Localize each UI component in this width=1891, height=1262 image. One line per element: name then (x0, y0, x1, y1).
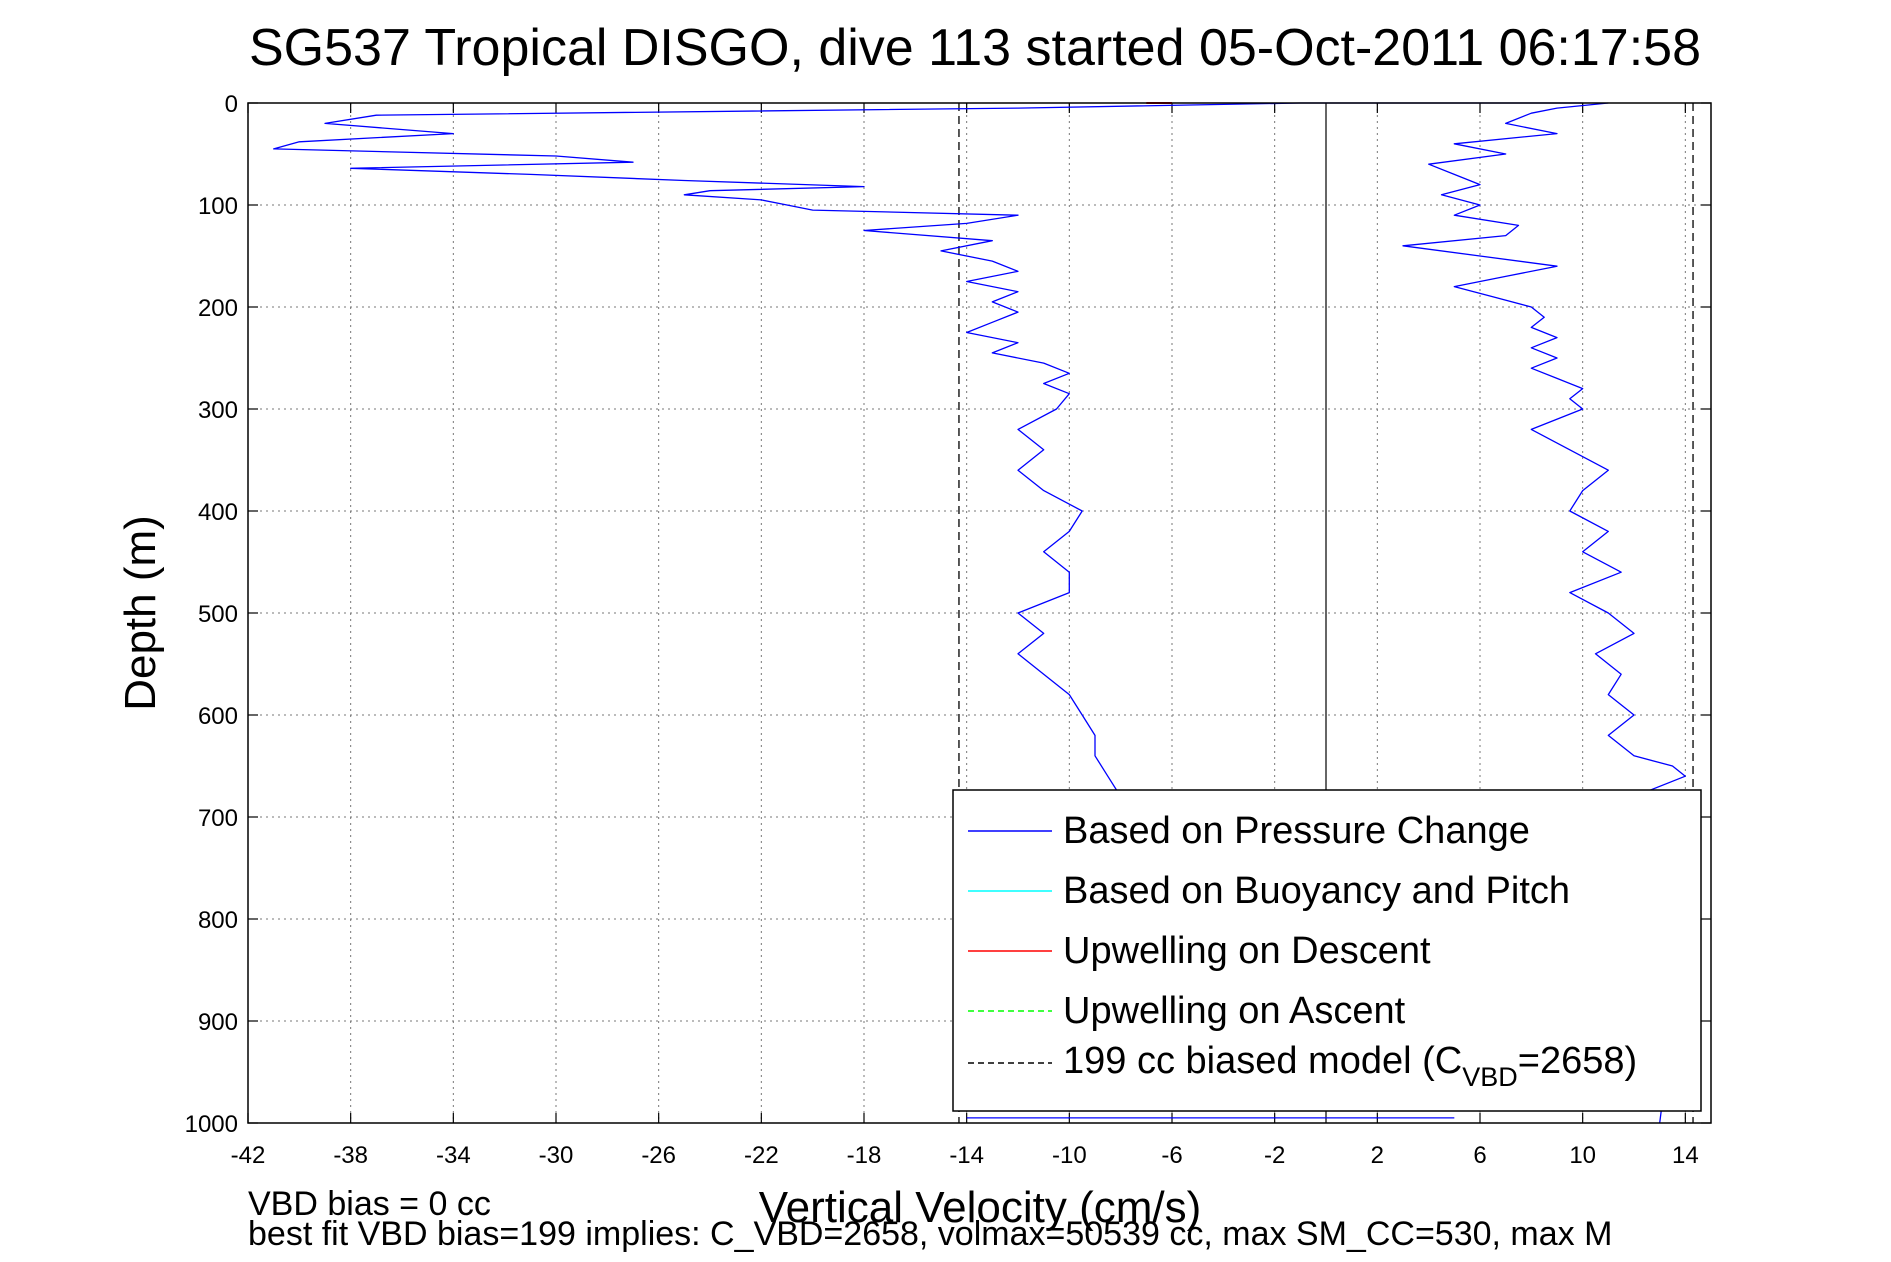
chart-title: SG537 Tropical DISGO, dive 113 started 0… (249, 19, 1701, 77)
legend-entry-pressure-change: Based on Pressure Change (1063, 810, 1530, 852)
y-tick-label: 0 (225, 91, 238, 118)
pressure-change-descent-line (273, 102, 1301, 817)
x-tick-label: -2 (1264, 1142, 1285, 1169)
legend: Based on Pressure Change Based on Buoyan… (952, 789, 1702, 1112)
y-tick-label: 500 (198, 601, 238, 628)
x-tick-label: -14 (949, 1142, 984, 1169)
y-tick-label: 600 (198, 703, 238, 730)
y-tick-label: 200 (198, 295, 238, 322)
x-tick-label: -26 (641, 1142, 676, 1169)
legend-entry-biased-model-tail: =2658) (1518, 1040, 1637, 1082)
y-tick-labels: 0 100 200 300 400 500 600 700 800 900 1000 (185, 91, 238, 1138)
legend-entry-biased-model: 199 cc biased model (CVBD=2658) (1063, 1040, 1637, 1092)
x-tick-label: -6 (1161, 1142, 1182, 1169)
legend-entry-upwelling-ascent: Upwelling on Ascent (1063, 990, 1406, 1032)
x-tick-label: 14 (1672, 1142, 1699, 1169)
y-tick-label: 100 (198, 193, 238, 220)
legend-entry-biased-model-label: 199 cc biased model (C (1063, 1040, 1462, 1082)
x-tick-label: -22 (744, 1142, 779, 1169)
footer-line-2: best fit VBD bias=199 implies: C_VBD=265… (248, 1215, 1612, 1253)
x-tick-label: 6 (1473, 1142, 1486, 1169)
legend-entry-buoyancy-pitch: Based on Buoyancy and Pitch (1063, 870, 1570, 912)
x-tick-label: -38 (333, 1142, 368, 1169)
x-tick-label: -10 (1052, 1142, 1087, 1169)
x-tick-label: -34 (436, 1142, 471, 1169)
legend-entry-biased-model-subscript: VBD (1462, 1062, 1518, 1092)
plot-frame (247, 102, 1712, 1124)
x-tick-label: -30 (539, 1142, 574, 1169)
x-tick-label: 2 (1371, 1142, 1384, 1169)
y-tick-label: 400 (198, 499, 238, 526)
y-tick-label: 900 (198, 1009, 238, 1036)
x-tick-label: -18 (847, 1142, 882, 1169)
legend-box (952, 789, 1702, 1112)
x-tick-label: 10 (1569, 1142, 1596, 1169)
y-tick-label: 300 (198, 397, 238, 424)
legend-entry-upwelling-descent: Upwelling on Descent (1063, 930, 1431, 972)
x-axis-label: Vertical Velocity (cm/s) (759, 1183, 1202, 1232)
legend-samples (968, 830, 1052, 1064)
y-tick-label: 1000 (185, 1111, 238, 1138)
footer-line-1: VBD bias = 0 cc (248, 1185, 491, 1223)
y-tick-label: 800 (198, 907, 238, 934)
x-tick-label: -42 (231, 1142, 266, 1169)
pressure-change-ascent-line (1402, 102, 1686, 1124)
x-tick-labels: -42 -38 -34 -30 -26 -22 -18 -14 -10 -6 -2 2 6 10 14 (231, 1142, 1699, 1169)
y-tick-label: 700 (198, 805, 238, 832)
y-axis-label: Depth (m) (116, 515, 165, 711)
